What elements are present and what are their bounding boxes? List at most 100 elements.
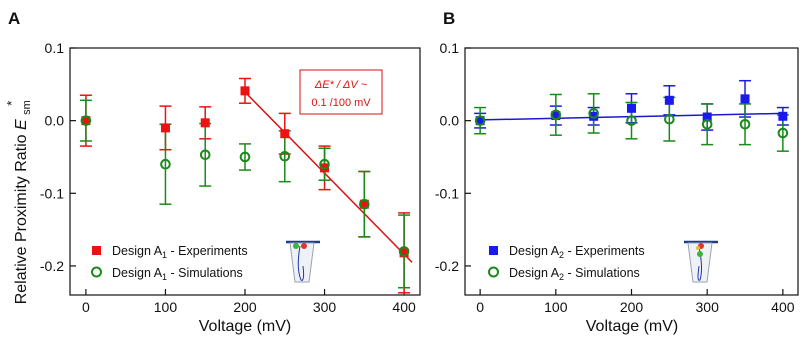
legend-sub: 2: [559, 250, 564, 260]
x-tick-label: 300: [313, 299, 337, 315]
legend-suffix: - Experiments: [167, 244, 248, 258]
x-tick-label: 100: [154, 299, 178, 315]
legend-sub: 1: [162, 250, 167, 260]
schematic-pore: [687, 242, 713, 283]
data-point-square: [359, 199, 369, 209]
legend-sub: 2: [559, 272, 564, 282]
data-point-square: [475, 116, 485, 126]
panel-a-annotation-box: [299, 69, 383, 115]
panel-a-x-axis-label: Voltage (mV): [199, 318, 291, 335]
data-point-square: [740, 94, 750, 104]
x-tick-label: 0: [476, 299, 484, 315]
x-tick-label: 400: [771, 299, 795, 315]
panel-b-x-ticks: 0 100 200 300 400: [476, 289, 795, 315]
panel-b-letter: B: [443, 9, 455, 28]
data-point-circle: [319, 158, 330, 170]
x-tick-label: 400: [392, 299, 416, 315]
panel-b-legend-circle-marker: [488, 266, 499, 278]
data-point-square: [399, 248, 409, 258]
data-point-square: [200, 118, 210, 128]
data-point-circle: [701, 118, 713, 130]
data-point-circle: [664, 113, 675, 125]
legend-name: Design A: [112, 266, 163, 280]
schematic-pore: [289, 242, 315, 283]
panel-b-legend: Design A2 - Experiments Design A2 - Simu…: [488, 244, 645, 282]
legend-suffix: - Simulations: [167, 266, 243, 280]
y-tick-label: -0.1: [435, 185, 459, 201]
schematic-red-dot: [301, 243, 307, 249]
y-axis-label-symbol: E: [13, 119, 30, 130]
panel-a-fit-line: [240, 87, 413, 263]
y-tick-label: 0.1: [45, 40, 65, 56]
panel-b-y-ticks: 0.1 0.0 -0.1 -0.2: [435, 40, 471, 274]
legend-sub: 1: [162, 272, 167, 282]
y-tick-label: 0.0: [45, 113, 65, 129]
data-point-square: [778, 111, 788, 121]
schematic-yellow-dot: [696, 246, 700, 250]
data-point-circle: [739, 118, 751, 130]
y-tick-label: 0.0: [440, 113, 460, 129]
legend-suffix: - Simulations: [564, 266, 640, 280]
data-point-square: [664, 95, 674, 105]
y-axis-label-subscript: sm: [21, 100, 33, 115]
data-point-circle: [239, 151, 251, 163]
data-point-square: [702, 112, 712, 122]
panel-a-legend-entry-simulations: Design A1 - Simulations: [112, 266, 243, 282]
y-axis-label: Relative Proximity Ratio E sm *: [4, 96, 34, 305]
data-point-circle: [199, 149, 211, 161]
panel-b: B 0.1 0.0 -0.1 -0.2 0 100 200 300 400 Voltage (…: [435, 9, 799, 335]
panel-b-x-axis-label: Voltage (mV): [586, 318, 678, 335]
x-tick-label: 200: [233, 299, 257, 315]
y-tick-label: -0.2: [435, 258, 459, 274]
data-point-circle: [359, 198, 370, 210]
panel-a-annotation-line1: ΔE* / ΔV ~: [314, 79, 368, 91]
data-point-square: [81, 116, 91, 126]
schematic-green-dot: [697, 251, 703, 257]
data-point-circle: [160, 158, 171, 170]
panel-a-legend-circle-marker: [91, 266, 102, 278]
data-point-square: [551, 111, 561, 121]
panel-a-annotation-line2: 0.1 /100 mV: [311, 97, 371, 109]
data-point-circle: [777, 127, 789, 139]
panel-a-legend-entry-experiments: Design A1 - Experiments: [112, 244, 248, 260]
panel-b-nanopore-schematic: [684, 240, 718, 283]
data-point-circle: [279, 150, 291, 162]
data-point-square: [280, 129, 290, 139]
legend-suffix: - Experiments: [564, 244, 645, 258]
panel-a: A 0.1 0.0 -0.1 -0.2 0 100 200 300 400 Voltage (…: [8, 9, 421, 335]
panel-a-x-ticks: 0 100 200 300 400: [82, 289, 416, 315]
data-point-circle: [588, 108, 599, 119]
data-point-circle: [550, 109, 562, 121]
data-point-square: [589, 111, 599, 121]
schematic-green-dot: [293, 243, 299, 249]
y-axis-label-superscript: *: [4, 101, 19, 106]
panel-b-legend-entry-experiments: Design A2 - Experiments: [509, 244, 645, 260]
legend-name: Design A: [509, 244, 560, 258]
panel-a-markers: [80, 86, 410, 258]
data-point-square: [627, 103, 636, 113]
y-axis-label-text: Relative Proximity Ratio: [13, 134, 30, 304]
data-point-circle: [474, 115, 486, 126]
schematic-strand: [297, 245, 305, 281]
data-point-circle: [80, 115, 92, 126]
x-tick-label: 200: [620, 299, 644, 315]
panel-a-legend: Design A1 - Experiments Design A1 - Simu…: [91, 244, 248, 282]
panel-a-annotation: ΔE* / ΔV ~ 0.1 /100 mV: [299, 69, 383, 115]
panel-b-legend-entry-simulations: Design A2 - Simulations: [509, 266, 640, 282]
panel-b-legend-square-marker: [489, 246, 498, 255]
panel-a-nanopore-schematic: [286, 240, 320, 283]
panel-a-letter: A: [8, 9, 20, 28]
panel-a-legend-square-marker: [92, 246, 101, 255]
y-tick-label: -0.2: [40, 258, 64, 274]
panel-a-y-ticks: 0.1 0.0 -0.1 -0.2: [40, 40, 76, 274]
legend-name: Design A: [112, 244, 163, 258]
x-tick-label: 100: [544, 299, 568, 315]
data-point-square: [160, 123, 170, 133]
data-point-square: [240, 86, 250, 96]
legend-name: Design A: [509, 266, 560, 280]
x-tick-label: 300: [696, 299, 720, 315]
y-tick-label: -0.1: [40, 185, 64, 201]
data-point-circle: [398, 246, 410, 257]
x-tick-label: 0: [82, 299, 90, 315]
